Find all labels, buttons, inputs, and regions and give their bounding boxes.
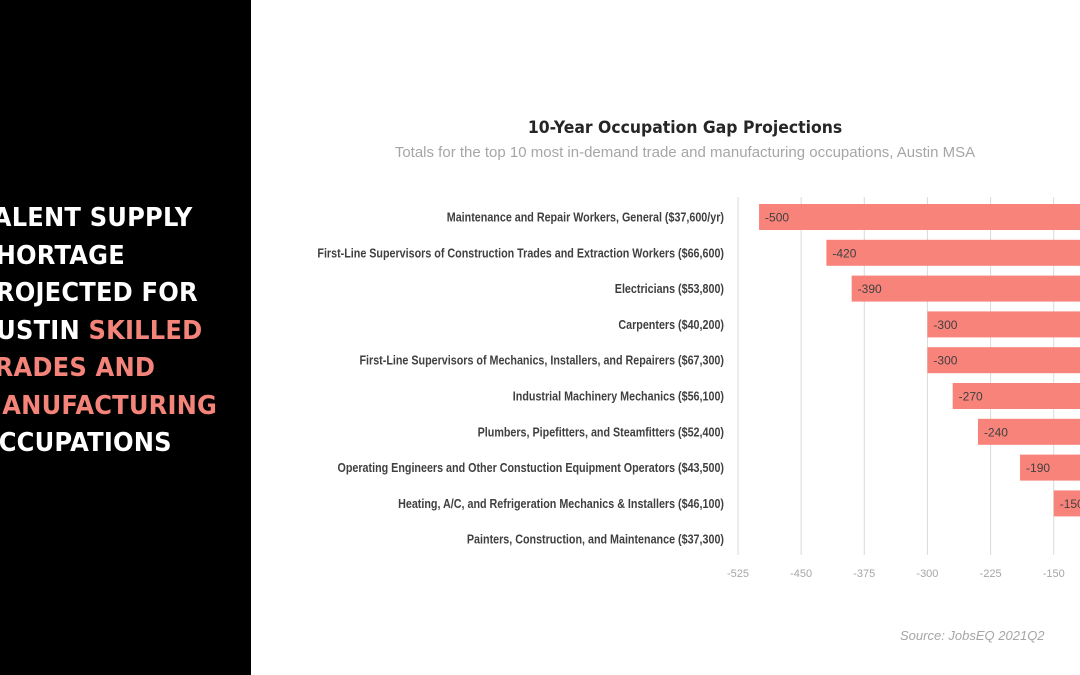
category-label: Painters, Construction, and Maintenance … bbox=[467, 533, 724, 547]
x-tick-label: -450 bbox=[790, 568, 812, 580]
headline-accent-text: MANUFACTURING bbox=[0, 390, 218, 421]
data-label: -500 bbox=[765, 211, 789, 225]
data-label: -300 bbox=[933, 318, 957, 332]
x-tick-label: -150 bbox=[1043, 568, 1065, 580]
headline-panel: TALENT SUPPLY SHORTAGE PROJECTED FOR AUSTIN… bbox=[0, 0, 251, 675]
bar bbox=[759, 204, 1080, 230]
headline-segment: PROJECTED FOR bbox=[0, 278, 198, 308]
headline-line: AUSTIN SKILLED bbox=[0, 313, 251, 351]
bar bbox=[1020, 454, 1080, 481]
bar bbox=[927, 347, 1080, 374]
data-label: -150 bbox=[1060, 497, 1080, 511]
category-label: Plumbers, Pipefitters, and Steamfitters … bbox=[478, 426, 724, 440]
data-label: -270 bbox=[959, 390, 983, 404]
headline-segment: SHORTAGE bbox=[0, 240, 125, 271]
headline-line: PROJECTED FOR bbox=[0, 275, 251, 313]
headline-line: MANUFACTURING bbox=[0, 388, 251, 426]
category-label: Heating, A/C, and Refrigeration Mechanic… bbox=[398, 497, 724, 511]
data-label: -420 bbox=[832, 246, 856, 260]
headline-accent-text: TRADES AND bbox=[0, 353, 156, 383]
category-label: Operating Engineers and Other Constuctio… bbox=[338, 461, 725, 475]
headline-text: TALENT SUPPLY SHORTAGE PROJECTED FOR AUSTIN… bbox=[0, 200, 251, 463]
source-note: Source: JobsEQ 2021Q2 bbox=[900, 628, 1045, 643]
chart-title: 10-Year Occupation Gap Projections bbox=[527, 118, 843, 138]
chart-subtitle: Totals for the top 10 most in-demand tra… bbox=[394, 144, 976, 161]
headline-segment: AUSTIN bbox=[0, 315, 80, 346]
category-label: Electricians ($53,800) bbox=[615, 282, 724, 296]
headline-line: OCCUPATIONS bbox=[0, 425, 251, 463]
category-label: First-Line Supervisors of Construction T… bbox=[317, 247, 724, 261]
data-label: -300 bbox=[933, 354, 957, 368]
headline-segment: TALENT SUPPLY bbox=[0, 203, 193, 233]
x-tick-label: -525 bbox=[727, 568, 749, 580]
category-label: Carpenters ($40,200) bbox=[618, 318, 724, 332]
headline-accent-text: SKILLED bbox=[88, 315, 203, 346]
bar bbox=[851, 275, 1080, 302]
x-tick-label: -225 bbox=[980, 568, 1002, 580]
data-label: -190 bbox=[1026, 461, 1050, 475]
headline-line: TALENT SUPPLY bbox=[0, 200, 251, 238]
headline-line: SHORTAGE bbox=[0, 238, 251, 276]
category-label: Industrial Machinery Mechanics ($56,100) bbox=[513, 390, 724, 404]
headline-line: TRADES AND bbox=[0, 350, 251, 388]
headline-segment: OCCUPATIONS bbox=[0, 428, 172, 458]
category-label: Maintenance and Repair Workers, General … bbox=[447, 211, 724, 225]
x-tick-label: -300 bbox=[916, 568, 938, 580]
data-label: -390 bbox=[858, 282, 882, 296]
data-label: -240 bbox=[984, 425, 1008, 439]
bar bbox=[826, 239, 1080, 266]
bar bbox=[952, 383, 1080, 409]
bar bbox=[927, 311, 1080, 338]
x-tick-label: -375 bbox=[853, 568, 875, 580]
bar bbox=[1053, 490, 1080, 517]
bar bbox=[977, 418, 1080, 445]
category-label: First-Line Supervisors of Mechanics, Ins… bbox=[359, 354, 724, 368]
